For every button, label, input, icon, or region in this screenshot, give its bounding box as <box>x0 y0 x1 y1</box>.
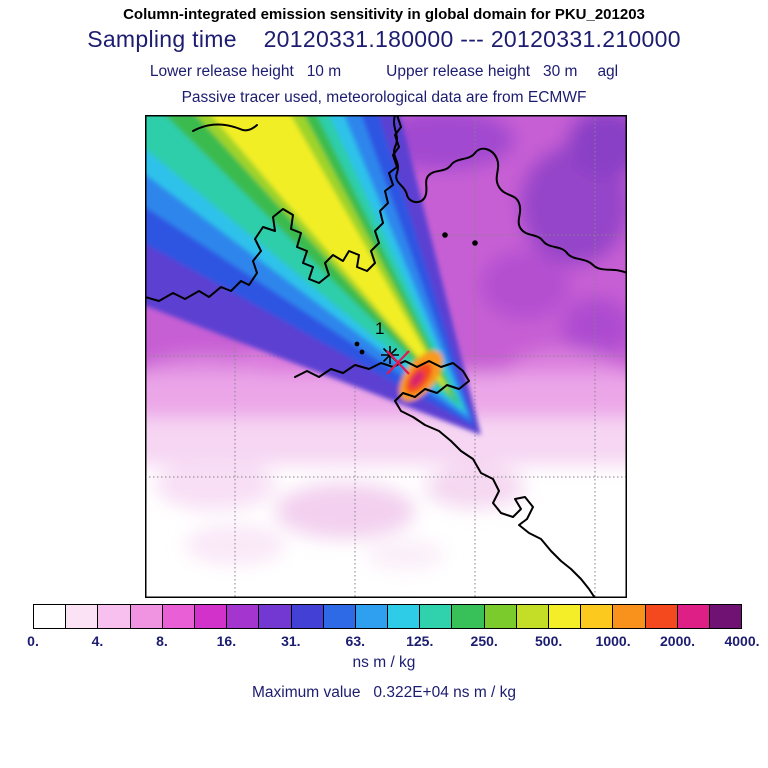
page-title: Column-integrated emission sensitivity i… <box>123 6 645 23</box>
coastline-north <box>145 115 402 302</box>
release-cross-icon <box>386 350 410 375</box>
release-point-label: 1 <box>375 319 384 338</box>
maximum-value-line: Maximum value 0.322E+04 ns m / kg <box>251 684 517 701</box>
colorbar-tick-label: 16. <box>216 633 237 649</box>
colorbar-segment <box>388 605 421 628</box>
upper-release-height: Upper release height 30 m <box>386 63 578 80</box>
station-dot <box>359 349 365 355</box>
colorbar-segment <box>677 605 710 628</box>
colorbar-segment <box>227 605 260 628</box>
colorbar-units: ns m / kg <box>352 654 416 671</box>
colorbar-segment <box>66 605 99 628</box>
colorbar-segment <box>34 605 67 628</box>
colorbar-tick-label: 63. <box>345 633 365 649</box>
colorbar-segment <box>162 605 195 628</box>
colorbar-segment <box>484 605 517 628</box>
colorbar-segment <box>549 605 582 628</box>
map-plot: 1 <box>145 115 627 598</box>
colorbar-segment <box>130 605 163 628</box>
tracer-line: Passive tracer used, meteorological data… <box>181 89 587 106</box>
sampling-time-line: Sampling time 20120331.180000 --- 201203… <box>87 26 681 52</box>
colorbar-segment <box>452 605 485 628</box>
coastline-topleft <box>192 123 258 132</box>
colorbar-tick-label: 250. <box>470 633 498 649</box>
release-height-line: Lower release height 10 m Upper release … <box>0 63 768 81</box>
colorbar-segment <box>323 605 356 628</box>
colorbar-segment <box>709 605 742 628</box>
colorbar-tick-label: 0. <box>27 633 39 649</box>
colorbar-tick-label: 500. <box>535 633 563 649</box>
colorbar-tick-label: 4000. <box>724 633 760 649</box>
colorbar-segment <box>259 605 292 628</box>
lower-release-height: Lower release height 10 m <box>149 63 342 80</box>
height-reference: agl <box>597 63 619 80</box>
station-dot <box>354 341 360 347</box>
colorbar-segment <box>420 605 453 628</box>
colorbar-tick-label: 2000. <box>660 633 696 649</box>
map-frame <box>145 115 627 598</box>
colorbar-segment <box>645 605 678 628</box>
colorbar-segment <box>194 605 228 628</box>
release-marker: 1 <box>354 319 410 375</box>
plume-contours <box>145 115 481 435</box>
colorbar <box>33 604 742 629</box>
colorbar-segment <box>355 605 389 628</box>
colorbar-tick-label: 8. <box>156 633 168 649</box>
colorbar-segment <box>581 605 614 628</box>
colorbar-segment <box>613 605 646 628</box>
coastline-northeast <box>393 115 627 274</box>
colorbar-tick-label: 31. <box>281 633 301 649</box>
colorbar-tick-label: 1000. <box>595 633 631 649</box>
colorbar-labels: 0. 4. 8. 16. 31. 63. 125. 250. 500. 1000. 2000. 400… <box>27 633 759 651</box>
colorbar-tick-label: 4. <box>91 633 104 649</box>
colorbar-tick-label: 125. <box>406 633 434 649</box>
colorbar-segment <box>98 605 131 628</box>
colorbar-segment <box>291 605 324 628</box>
colorbar-segment <box>516 605 549 628</box>
map-svg: 1 <box>145 115 627 598</box>
